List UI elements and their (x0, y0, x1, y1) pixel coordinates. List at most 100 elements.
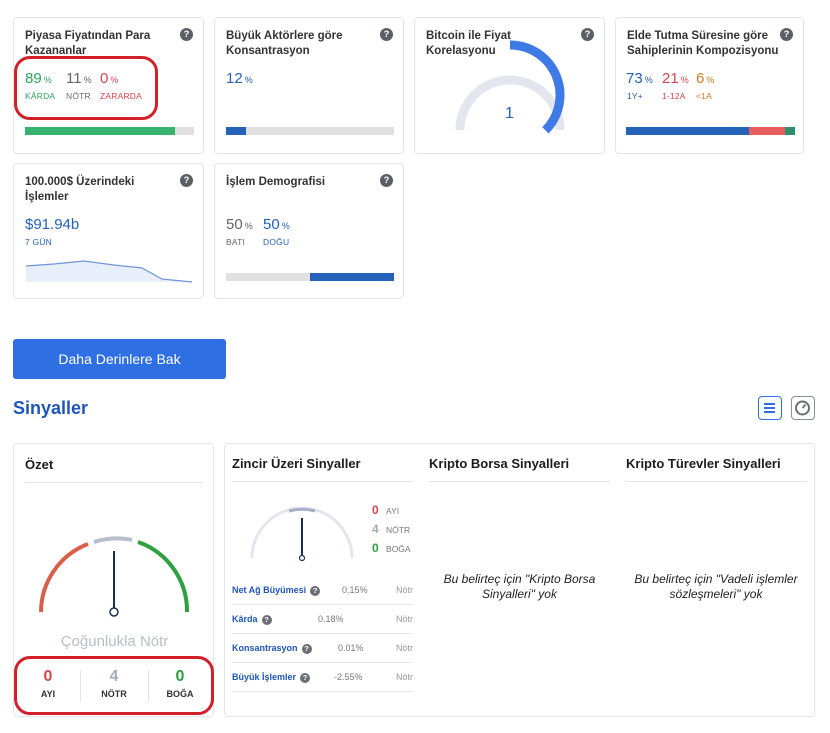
large-tx-sparkline (25, 260, 193, 283)
loss-label: ZARARDA (100, 91, 143, 101)
correlation-gauge (455, 40, 565, 134)
exchange-title: Kripto Borsa Sinyalleri (429, 456, 570, 471)
holding-mid-value: 21% (662, 70, 689, 87)
west-label: BATI (226, 237, 246, 247)
highlight-outline (14, 56, 158, 120)
signal-value: 0.01% (338, 643, 364, 653)
question-icon: ? (261, 615, 272, 625)
divider (626, 481, 807, 482)
question-icon[interactable]: ? (780, 28, 793, 41)
signal-state: Nötr (395, 643, 413, 653)
signal-label: Kârda? (232, 614, 272, 625)
onchain-gauge (250, 506, 354, 562)
signal-value: -2.55% (334, 672, 363, 682)
gauge-neutral-arc (93, 536, 133, 544)
signals-title: Sinyaller (13, 398, 89, 418)
list-icon (764, 403, 775, 413)
summary-bear-label: AYI (40, 689, 56, 699)
onchain-bear: 0 AYI (372, 503, 400, 517)
summary-bull-count: 0 (175, 668, 185, 685)
question-icon[interactable]: ? (180, 28, 193, 41)
onchain-bull: 0 BOĞA (372, 541, 411, 555)
dig-deeper-button[interactable]: Daha Derinlere Bak (13, 339, 226, 379)
sparkline-area (26, 261, 192, 282)
profit-bar-fill (25, 127, 176, 135)
highlight-outline (14, 656, 214, 715)
signal-row[interactable]: Büyük İşlemler? -2.55% Nötr (232, 663, 413, 692)
concentration-bar-fill (226, 127, 247, 135)
summary-bull-label: BOĞA (166, 689, 194, 699)
profit-label: KÂRDA (25, 91, 56, 101)
holding-bar-segment (784, 127, 795, 135)
card-concentration: Büyük Aktörlere göre Konsantrasyon ? 12% (214, 17, 404, 154)
question-icon: ? (300, 673, 311, 683)
summary-title: Özet (25, 457, 54, 472)
profit-value: 89% (25, 70, 52, 87)
large-tx-value: $91.94b (25, 216, 80, 233)
question-icon[interactable]: ? (180, 174, 193, 187)
card-large-transactions: 100.000$ Üzerindeki İşlemler ? $91.94b 7… (13, 163, 204, 299)
gauge-pivot (298, 554, 306, 562)
card-title: Büyük Aktörlere göre Konsantrasyon (226, 30, 343, 57)
signal-value: 0.18% (318, 614, 344, 624)
card-demography: İşlem Demografisi ? 50% BATI 50% DOĞU (214, 163, 404, 299)
signal-label: Büyük İşlemler? (232, 672, 311, 683)
loss-value: 0% (100, 70, 119, 87)
gauge-fill (509, 40, 565, 134)
holding-short-label: <1A (696, 91, 712, 101)
signal-row[interactable]: Konsantrasyon? 0.01% Nötr (232, 634, 413, 663)
gauge-bull-arc (137, 540, 190, 613)
derivatives-empty-message: Bu belirteç için "Vadeli işlemler sözleş… (634, 572, 798, 601)
sparkline-line (25, 260, 193, 283)
holding-long-value: 73% (626, 70, 653, 87)
signal-state: Nötr (395, 585, 413, 595)
list-view-button[interactable] (758, 396, 782, 420)
holding-short-value: 6% (696, 70, 715, 87)
card-title: Elde Tutma Süresine göre Sahiplerinin Ko… (627, 30, 779, 57)
question-icon[interactable]: ? (581, 28, 594, 41)
signals-panel (224, 443, 815, 717)
count-separator (148, 670, 149, 702)
holding-bar-segment (626, 127, 750, 135)
card-holding: Elde Tutma Süresine göre Sahiplerinin Ko… (615, 17, 804, 154)
holding-long-label: 1Y+ (627, 91, 643, 101)
divider (25, 482, 203, 483)
divider (232, 481, 413, 482)
signal-label: Konsantrasyon? (232, 643, 312, 654)
card-title: Piyasa Fiyatından Para Kazananlar (25, 30, 151, 57)
gauge-icon (795, 400, 810, 416)
card-title: Bitcoin ile Fiyat Korelasyonu (426, 30, 511, 57)
signal-state: Nötr (395, 672, 413, 682)
signal-value: 0.15% (342, 585, 368, 595)
question-icon[interactable]: ? (380, 174, 393, 187)
question-icon: ? (310, 586, 321, 596)
profit-bar (25, 127, 194, 135)
west-value: 50% (226, 216, 253, 233)
card-profit: Piyasa Fiyatından Para Kazananlar ? 89% … (13, 17, 204, 154)
concentration-bar (226, 127, 394, 135)
holding-mid-label: 1-12A (662, 91, 686, 101)
summary-bear-count: 0 (43, 668, 53, 685)
signal-row[interactable]: Net Ağ Büyümesi? 0.15% Nötr (232, 576, 413, 605)
gauge-pivot (109, 607, 119, 617)
demography-bar-fill (310, 273, 394, 281)
concentration-value: 12% (226, 70, 253, 87)
demography-bar (226, 273, 394, 281)
summary-verdict: Çoğunlukla Nötr (60, 633, 169, 650)
signal-label: Net Ağ Büyümesi? (232, 585, 321, 596)
card-correlation: Bitcoin ile Fiyat Korelasyonu ? 1 (414, 17, 605, 154)
signal-row[interactable]: Kârda? 0.18% Nötr (232, 605, 413, 634)
derivatives-title: Kripto Türevler Sinyalleri (626, 456, 781, 471)
gauge-neutral-arc (288, 507, 316, 513)
card-title: 100.000$ Üzerindeki İşlemler (25, 176, 135, 203)
correlation-value: 1 (505, 105, 514, 122)
gauge-bear-arc (39, 542, 89, 613)
gauge-view-button[interactable] (791, 396, 815, 420)
summary-neutral-count: 4 (109, 668, 119, 685)
east-label: DOĞU (263, 237, 290, 247)
neutral-label: NÖTR (66, 91, 91, 101)
card-title: İşlem Demografisi (226, 176, 326, 188)
question-icon[interactable]: ? (380, 28, 393, 41)
summary-gauge (39, 536, 190, 617)
onchain-title: Zincir Üzeri Sinyaller (232, 456, 361, 471)
